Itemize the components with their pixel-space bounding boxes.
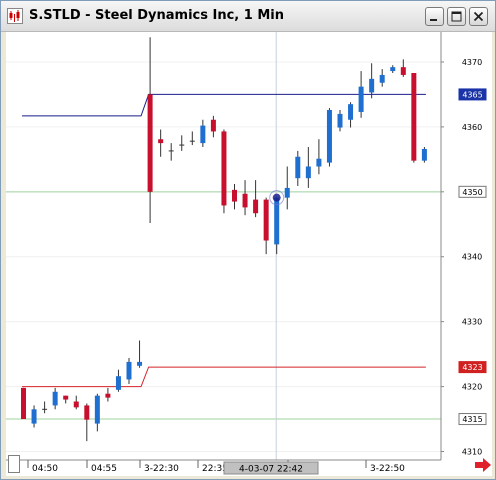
y-tick-label: 4310 (462, 448, 482, 457)
lower-candle-body[interactable] (84, 405, 90, 420)
maximize-icon (451, 11, 462, 22)
upper-candle-body[interactable] (326, 110, 332, 163)
close-button[interactable] (469, 7, 488, 26)
price-label: 4350 (462, 188, 482, 197)
cursor-marker (269, 190, 285, 206)
x-axis: 04:5004:553-22:3022:3522:453-22:504-03-0… (27, 460, 405, 475)
upper-candle-body[interactable] (316, 158, 322, 167)
upper-candle-body[interactable] (253, 199, 259, 214)
upper-candle-body[interactable] (348, 104, 354, 120)
window-title: S.STLD - Steel Dynamics Inc, 1 Min (29, 8, 284, 23)
minimize-icon (430, 19, 437, 21)
upper-candle-body[interactable] (158, 139, 164, 144)
scroll-left-box[interactable] (8, 455, 20, 473)
lower-candle-body[interactable] (105, 393, 111, 398)
lower-candle-body[interactable] (31, 409, 37, 424)
candles[interactable] (21, 37, 427, 442)
cursor-dot (272, 193, 281, 202)
price-label-box (458, 88, 487, 101)
close-icon (473, 11, 484, 22)
upper-candle-body[interactable] (221, 131, 227, 206)
minimize-button[interactable] (425, 7, 444, 26)
upper-candle-body[interactable] (390, 67, 396, 72)
lower-candle-body[interactable] (126, 361, 132, 380)
indicator-lines (22, 93, 426, 388)
upper-candle-body[interactable] (210, 119, 216, 132)
upper-candle-body[interactable] (400, 67, 406, 75)
x-tick-label: 3-22:30 (144, 464, 179, 474)
y-tick-label: 4330 (462, 318, 482, 327)
title-bar[interactable]: S.STLD - Steel Dynamics Inc, 1 Min (1, 1, 495, 32)
x-tick-label: 04:50 (32, 464, 58, 474)
upper-candle-body[interactable] (421, 148, 427, 161)
upper-candle-body[interactable] (369, 78, 375, 93)
upper-candle-body[interactable] (263, 199, 269, 241)
candlestick-chart[interactable]: 4370 4360 4350 4340 4330 4320 4310 4365 4350 432… (6, 32, 492, 476)
lower-candle-body[interactable] (137, 361, 143, 366)
price-label: 4315 (462, 415, 482, 424)
upper-candle-body[interactable] (379, 74, 385, 83)
upper-candle-body[interactable] (411, 73, 417, 161)
price-label-box (458, 413, 487, 426)
y-tick-label: 4340 (462, 253, 482, 262)
arrow-right-icon[interactable] (475, 458, 491, 472)
x-tick-label: 22:35 (202, 464, 228, 474)
upper-candle-body[interactable] (295, 156, 301, 179)
price-labels: 4365 4350 4323 4315 (458, 88, 487, 426)
lower-candle-body[interactable] (21, 387, 26, 420)
upper-candle-body[interactable] (358, 86, 364, 112)
price-label-box (458, 185, 487, 198)
price-label: 4365 (462, 90, 482, 99)
y-axis: 4370 4360 4350 4340 4330 4320 4310 (441, 58, 482, 457)
cursor-date-box (223, 461, 319, 475)
lower-candle-body[interactable] (52, 391, 58, 406)
y-tick-label: 4320 (462, 383, 482, 392)
gridlines (6, 61, 441, 453)
y-tick-label: 4370 (462, 58, 482, 67)
upper-candle-body[interactable] (147, 94, 153, 192)
upper-candle-body[interactable] (305, 166, 311, 179)
x-tick-label: 3-22:50 (370, 464, 405, 474)
lower-level-line (22, 366, 426, 388)
upper-candle-body[interactable] (284, 187, 290, 198)
reference-lines (6, 191, 441, 420)
cursor-halo (269, 190, 285, 206)
x-tick-label: 04:55 (91, 464, 117, 474)
upper-candle-body[interactable] (200, 125, 206, 144)
cursor-date-label: 4-03-07 22:42 (239, 465, 303, 475)
stock-chart-icon[interactable] (7, 8, 23, 24)
chart-area[interactable]: 4370 4360 4350 4340 4330 4320 4310 4365 4350 432… (6, 32, 492, 476)
maximize-button[interactable] (447, 7, 466, 26)
lower-candle-body[interactable] (63, 395, 69, 400)
upper-candle-body[interactable] (242, 193, 248, 208)
upper-candle-body[interactable] (337, 113, 343, 128)
price-label: 4323 (462, 363, 482, 372)
upper-candle-body[interactable] (232, 189, 237, 202)
lower-candle-body[interactable] (115, 376, 121, 390)
lower-candle-body[interactable] (73, 401, 79, 408)
upper-candle-body[interactable] (274, 197, 280, 245)
price-label-box (458, 361, 487, 374)
lower-candle-body[interactable] (94, 395, 100, 424)
upper-level-line (22, 93, 426, 117)
y-tick-label: 4360 (462, 123, 482, 132)
